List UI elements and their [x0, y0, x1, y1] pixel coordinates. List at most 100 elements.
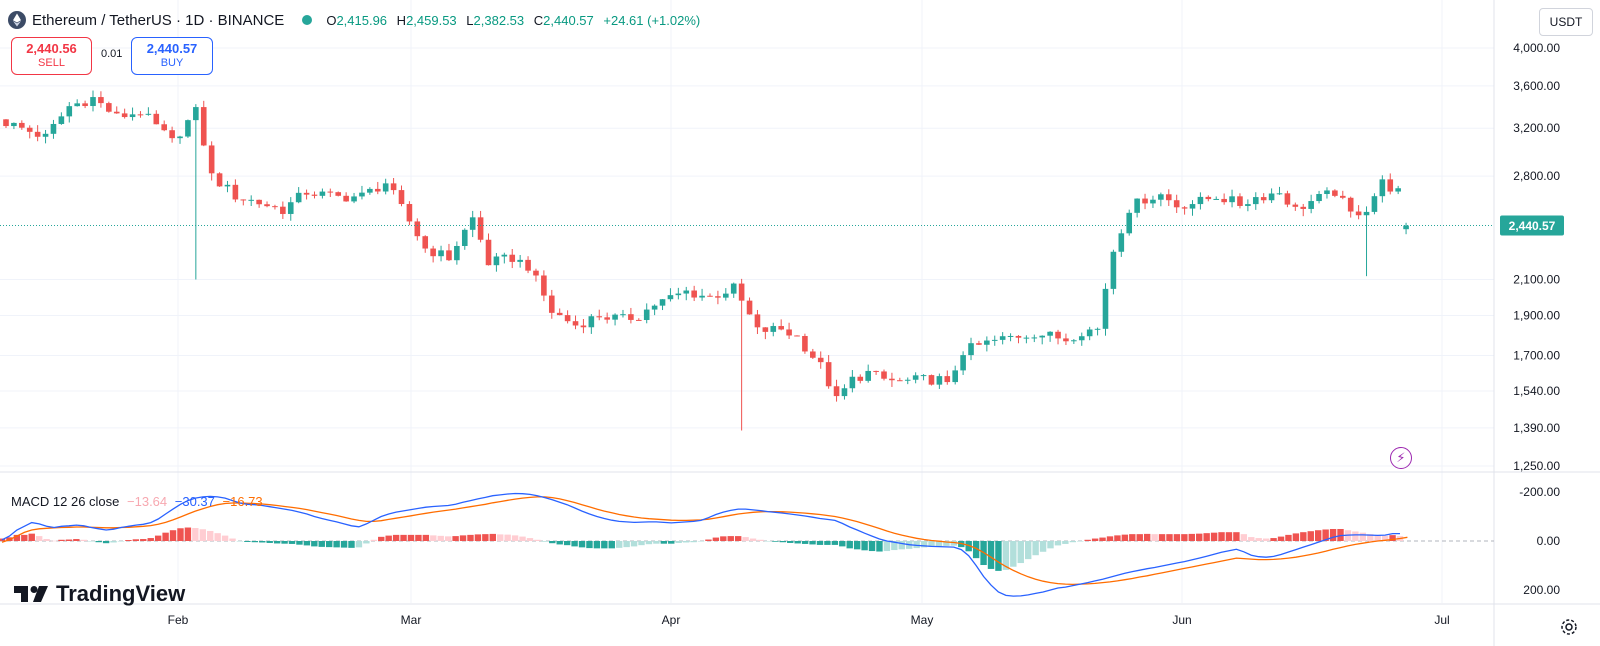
candle-body — [825, 362, 832, 387]
macd-hist-bar — [333, 541, 340, 548]
macd-hist-bar — [883, 541, 891, 552]
candle-body — [841, 388, 848, 397]
candle-body — [1213, 198, 1220, 200]
macd-hist-bar — [742, 537, 749, 541]
candle-body — [224, 184, 231, 187]
candle-body — [952, 370, 958, 383]
macd-hist-bar — [1307, 531, 1314, 541]
candle-body — [778, 326, 784, 330]
candle-body — [612, 314, 618, 320]
macd-hist-bar — [1173, 534, 1181, 541]
candle-body — [556, 312, 563, 316]
price-tick-label: 2,800.00 — [1513, 169, 1560, 183]
candle-body — [319, 191, 326, 196]
macd-hist-bar — [65, 539, 73, 541]
macd-hist-bar — [1381, 535, 1389, 541]
macd-hist-bar — [1002, 541, 1010, 570]
macd-hist-bar — [638, 541, 645, 546]
candle-body — [1023, 337, 1030, 339]
candle-body — [208, 145, 215, 174]
candle-body — [1308, 201, 1314, 209]
candle-body — [129, 114, 136, 118]
close-value: 2,440.57 — [543, 12, 594, 28]
macd-hist-bar — [534, 539, 541, 541]
ohlc-values: O2,415.96 H2,459.53 L2,382.53 C2,440.57 … — [326, 12, 701, 28]
candle-body — [169, 130, 175, 139]
candle-body — [193, 107, 199, 121]
macd-hist-bar — [809, 541, 816, 545]
candlestick-series — [3, 90, 1409, 431]
candle-body — [446, 250, 452, 261]
candle-body — [1173, 200, 1180, 208]
macd-hist-bar — [861, 541, 868, 551]
flash-icon[interactable]: ⚡ — [1390, 447, 1412, 469]
buy-label: BUY — [160, 57, 184, 69]
macd-hist-bar — [1151, 534, 1158, 541]
time-tick-label: May — [911, 613, 934, 627]
macd-hist-bar — [229, 538, 236, 541]
candle-body — [596, 316, 603, 318]
settings-gear-icon[interactable] — [1558, 616, 1580, 638]
macd-hist-bar — [1374, 535, 1381, 541]
macd-hist-bar — [705, 539, 712, 541]
tradingview-logo[interactable]: TradingView — [14, 581, 185, 607]
macd-hist-bar — [392, 534, 400, 541]
time-tick-label: Feb — [168, 613, 189, 627]
candle-body — [121, 113, 128, 118]
candle-body — [643, 309, 650, 321]
candle-body — [802, 336, 808, 352]
macd-hist-bar — [972, 541, 980, 559]
macd-hist-bar — [1047, 541, 1054, 549]
sell-button[interactable]: 2,440.56 SELL — [11, 37, 92, 75]
macd-hist-bar — [1352, 531, 1359, 541]
candle-body — [517, 259, 523, 262]
symbol-title[interactable]: Ethereum / TetherUS · 1D · BINANCE — [32, 11, 285, 29]
candle-body — [833, 386, 840, 397]
candle-body — [849, 376, 856, 389]
macd-hist-bar — [1114, 535, 1121, 541]
macd-hist-bar — [184, 527, 192, 541]
macd-hist-bar — [13, 534, 21, 541]
macd-hist-bar — [95, 541, 102, 543]
macd-hist-bar — [668, 541, 675, 544]
candle-body — [1063, 338, 1069, 342]
macd-histogram — [0, 527, 1404, 571]
symbol-header: Ethereum / TetherUS · 1D · BINANCE O2,41… — [8, 8, 700, 32]
last-price-tag: 2,440.57 — [1509, 219, 1556, 233]
candle-body — [1110, 251, 1117, 289]
candle-body — [1339, 195, 1346, 198]
macd-hist-bar — [675, 541, 682, 543]
candle-body — [541, 275, 547, 296]
candle-body — [912, 375, 919, 380]
candle-body — [90, 97, 96, 107]
candle-body — [303, 192, 310, 195]
macd-hist-bar — [1017, 541, 1024, 564]
candle-body — [185, 120, 191, 137]
macd-hist-bar — [1262, 538, 1270, 541]
macd-hist-bar — [147, 538, 154, 541]
candle-body — [485, 239, 492, 266]
currency-selector[interactable]: USDT — [1539, 8, 1593, 36]
macd-hist-bar — [474, 534, 482, 541]
candle-body — [754, 314, 761, 328]
candle-body — [1158, 194, 1164, 200]
candle-body — [367, 188, 373, 193]
price-tick-label: 4,000.00 — [1513, 41, 1560, 55]
macd-hist-bar — [846, 541, 853, 549]
candle-body — [1355, 211, 1362, 216]
candle-body — [897, 380, 903, 382]
buy-button[interactable]: 2,440.57 BUY — [131, 37, 213, 75]
candle-body — [34, 131, 41, 137]
market-open-dot-icon — [302, 15, 313, 25]
macd-hist-bar — [935, 541, 943, 547]
candle-body — [501, 254, 508, 257]
candle-body — [327, 191, 334, 193]
candle-body — [976, 343, 982, 345]
candle-body — [1403, 225, 1409, 230]
macd-legend[interactable]: MACD 12 26 close −13.64 −30.37 −16.73 — [11, 494, 263, 509]
candle-body — [1189, 204, 1196, 209]
candle-body — [968, 343, 974, 356]
macd-hist-bar — [928, 541, 935, 547]
